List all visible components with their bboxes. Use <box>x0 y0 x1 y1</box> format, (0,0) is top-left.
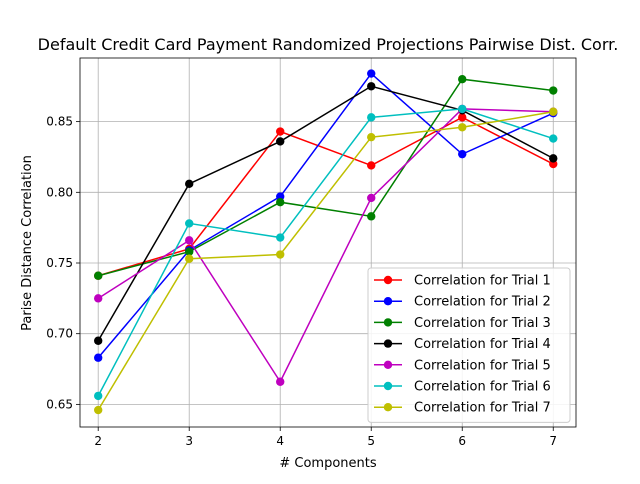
series-line <box>97 85 554 342</box>
legend-item: Correlation for Trial 5 <box>374 358 551 373</box>
series-line <box>97 108 554 384</box>
data-point <box>549 86 558 95</box>
x-tick-label: 5 <box>367 434 375 448</box>
chart-title: Default Credit Card Payment Randomized P… <box>38 35 619 54</box>
legend-swatch-marker <box>383 275 393 285</box>
x-tick-label: 3 <box>185 434 193 448</box>
y-tick-label: 0.70 <box>46 327 73 341</box>
data-point <box>276 250 285 259</box>
ticks-layer: 2 3 4 5 6 7 0.65 0.70 0.75 0.80 0.85 <box>46 115 557 448</box>
legend-label: Correlation for Trial 2 <box>414 295 551 310</box>
legend-label: Correlation for Trial 7 <box>414 401 551 416</box>
data-point <box>458 149 467 159</box>
x-axis-label: # Components <box>279 456 376 471</box>
data-point <box>276 198 285 207</box>
plot-frame <box>79 57 577 428</box>
data-point <box>458 123 467 132</box>
axes-layer <box>79 57 577 428</box>
data-point <box>549 107 558 116</box>
data-point <box>549 134 558 143</box>
legend-label: Correlation for Trial 1 <box>414 274 551 289</box>
legend-swatch-marker <box>383 403 393 412</box>
data-point <box>276 377 285 386</box>
legend-swatch-marker <box>383 381 393 391</box>
data-point <box>185 254 194 263</box>
legend-item: Correlation for Trial 7 <box>374 401 551 416</box>
legend: Correlation for Trial 1 Correlation for T… <box>367 267 571 423</box>
x-tick-label: 6 <box>458 434 466 448</box>
data-point <box>94 405 103 415</box>
legend-label: Correlation for Trial 5 <box>414 358 551 373</box>
data-point <box>185 179 194 189</box>
y-axis-label: Parise Distance Correlation <box>20 155 35 331</box>
data-point <box>367 82 376 91</box>
x-tick-label: 7 <box>549 434 557 448</box>
data-point <box>94 336 103 345</box>
series-line <box>97 108 554 397</box>
data-point <box>367 113 376 122</box>
data-point <box>276 127 285 136</box>
data-point <box>94 271 103 280</box>
series-trial-6 <box>94 104 558 401</box>
data-point <box>94 294 103 303</box>
legend-swatch-marker <box>383 318 393 327</box>
x-tick-label: 4 <box>276 434 284 448</box>
data-point <box>94 391 103 401</box>
legend-item: Correlation for Trial 3 <box>374 316 551 331</box>
data-point <box>549 154 558 163</box>
legend-swatch-marker <box>383 360 393 369</box>
data-point <box>367 212 376 221</box>
y-tick-label: 0.65 <box>46 397 73 411</box>
series-layer <box>94 69 558 415</box>
legend-item: Correlation for Trial 4 <box>374 337 551 352</box>
data-point <box>185 247 194 256</box>
data-point <box>458 104 467 114</box>
y-tick-label: 0.85 <box>46 115 73 129</box>
data-point <box>276 137 285 146</box>
legend-item: Correlation for Trial 2 <box>374 295 551 310</box>
data-point <box>367 132 376 142</box>
data-point <box>185 236 194 245</box>
data-point <box>94 353 103 362</box>
data-point <box>367 161 376 170</box>
legend-label: Correlation for Trial 6 <box>414 380 551 395</box>
legend-box <box>367 267 571 423</box>
x-tick-label: 2 <box>94 434 102 448</box>
legend-swatch-marker <box>383 297 393 306</box>
data-point <box>458 113 467 122</box>
data-point <box>185 219 194 228</box>
legend-item: Correlation for Trial 1 <box>374 274 551 289</box>
series-trial-7 <box>94 107 558 415</box>
data-point <box>367 69 376 78</box>
y-tick-label: 0.80 <box>46 185 73 199</box>
series-line <box>98 78 554 277</box>
series-trial-3 <box>94 75 558 280</box>
legend-label: Correlation for Trial 3 <box>414 316 551 331</box>
series-line <box>97 110 554 411</box>
data-point <box>367 193 376 203</box>
data-point <box>276 233 285 242</box>
y-tick-label: 0.75 <box>46 256 73 270</box>
legend-label: Correlation for Trial 4 <box>414 337 551 352</box>
data-point <box>458 75 467 84</box>
series-line <box>97 72 554 359</box>
legend-swatch-marker <box>383 339 393 348</box>
legend-item: Correlation for Trial 6 <box>374 380 551 395</box>
